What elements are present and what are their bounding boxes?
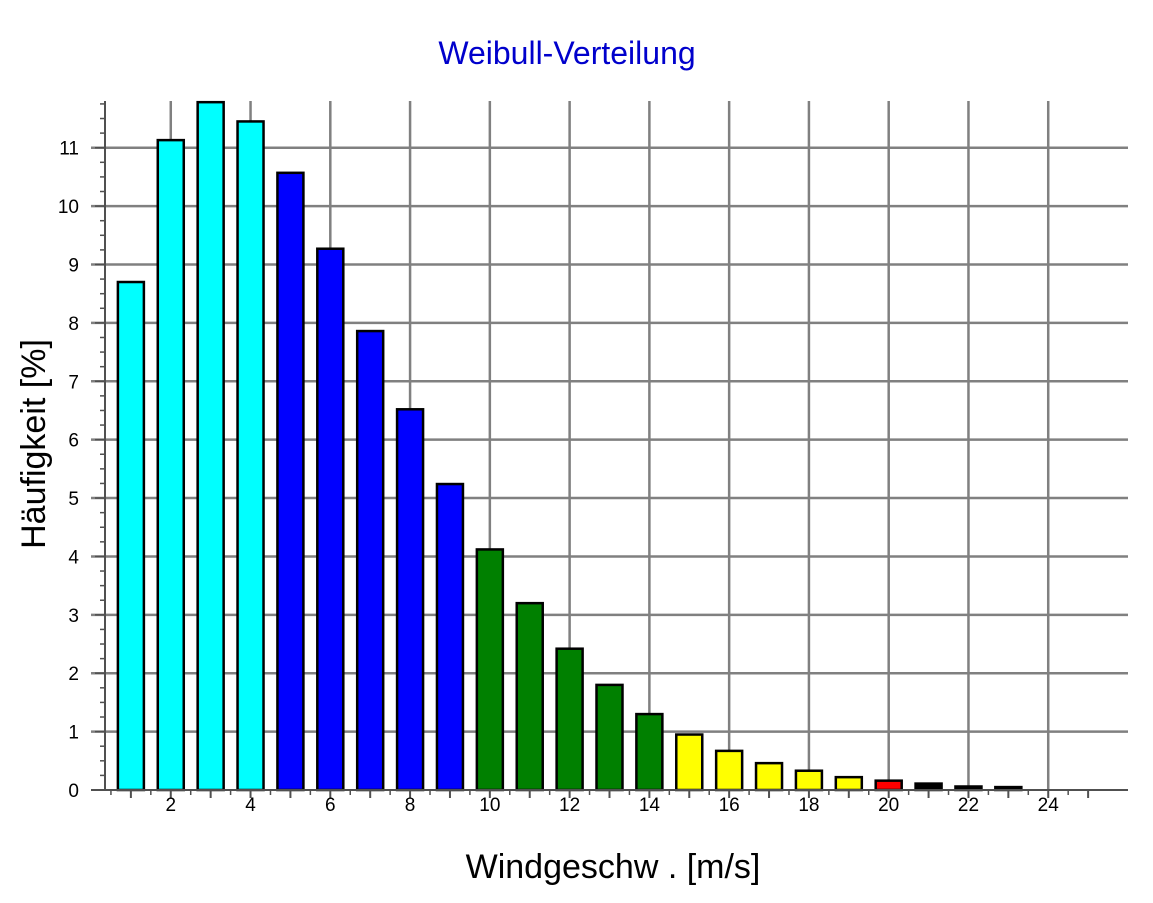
x-tick-label: 8 [405,795,416,816]
x-tick-label: 24 [1038,795,1060,816]
x-tick-labels: 2 4 6 8 10 12 14 16 18 20 22 24 [165,795,1059,816]
chart-title: Weibull-Verteilung [438,35,695,71]
bar [555,647,584,792]
x-tick-label: 2 [165,795,176,816]
bar [196,100,225,792]
x-tick-label: 6 [325,795,336,816]
axes [91,101,1128,798]
x-tick-label: 22 [958,795,979,816]
bar [794,769,824,792]
bar [714,749,744,792]
bar [156,138,186,792]
bar [475,548,505,792]
bar [874,779,903,792]
y-tick-label: 3 [68,606,79,627]
bar [675,733,704,792]
bar [515,601,544,792]
y-tick-label: 11 [59,139,79,160]
x-tick-label: 18 [798,795,819,816]
y-tick-label: 0 [68,781,79,802]
x-tick-label: 20 [878,795,899,816]
y-tick-label: 7 [68,372,79,393]
bar [236,120,265,792]
x-tick-label: 10 [479,795,500,816]
bar [276,171,305,792]
y-axis-label: Häufigkeit [%] [15,339,53,549]
y-tick-label: 2 [68,664,79,685]
x-tick-label: 4 [245,795,256,816]
x-tick-label: 16 [719,795,740,816]
y-tick-label: 9 [68,255,79,276]
bar [395,408,425,792]
y-tick-label: 4 [68,547,79,568]
y-tick-label: 5 [68,489,79,510]
y-tick-label: 10 [58,197,79,218]
bar [435,482,465,792]
y-tick-labels: 0 1 2 3 4 5 6 7 8 9 10 11 [58,139,80,802]
bars [116,100,1023,792]
bar [116,280,146,792]
y-tick-label: 1 [68,723,79,744]
x-tick-label: 14 [639,795,661,816]
bar [834,775,864,792]
x-tick-label: 12 [559,795,580,816]
y-tick-label: 8 [68,314,79,335]
bar [595,683,624,792]
y-tick-label: 6 [68,431,79,452]
bar [635,712,664,792]
bar [355,329,385,792]
bar [754,761,784,792]
x-axis-label: Windgeschw . [m/s] [466,848,761,886]
bar [316,247,345,792]
